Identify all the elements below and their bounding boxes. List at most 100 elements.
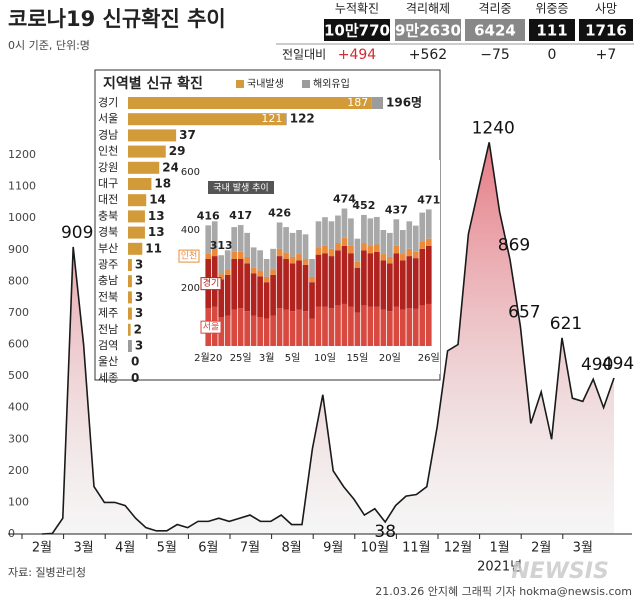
bar-segment	[263, 259, 270, 277]
bar-segment	[283, 259, 289, 310]
bar-segment	[263, 276, 270, 283]
area-fill	[42, 142, 614, 534]
bar-segment	[315, 254, 322, 307]
bar-segment	[412, 251, 419, 259]
bar-segment	[393, 253, 400, 307]
bar-segment	[309, 259, 315, 277]
column-label: 사망	[595, 2, 617, 16]
bar-segment	[250, 247, 257, 268]
x-tick-label: 15일	[346, 352, 368, 364]
x-tick-label: 3월	[73, 541, 93, 556]
bar-segment	[211, 248, 218, 257]
main-chart: 0 100 200 300 400 500 600 700 800 900 1000 1100 1200…	[8, 118, 634, 575]
total-label: 3	[135, 306, 143, 320]
category-label: 전남	[98, 323, 118, 336]
category-label: 충남	[98, 274, 118, 287]
bar-segment	[231, 227, 238, 252]
bar-segment	[380, 260, 387, 310]
bar-segment	[128, 226, 145, 239]
stat-value: 111	[536, 22, 567, 40]
bar-segment	[425, 303, 432, 346]
bar-segment	[296, 309, 302, 346]
bar-segment	[354, 267, 361, 313]
x-tick-label: 7월	[240, 541, 260, 556]
bar-segment	[276, 222, 283, 249]
bar-segment	[276, 256, 283, 309]
value-box	[529, 19, 575, 41]
bar-segment	[309, 318, 315, 346]
stat-value: 1716	[585, 22, 627, 40]
x-tick-label: 11월	[402, 541, 431, 556]
line	[41, 142, 615, 535]
bar-segment	[237, 308, 244, 346]
bar-segment	[315, 306, 322, 346]
bar-segment	[289, 256, 296, 264]
data-label: 1240	[472, 118, 515, 138]
bar-segment	[328, 256, 335, 309]
bar-segment	[341, 303, 348, 346]
x-tick-label: 1월	[489, 541, 509, 556]
segment-label: 187	[347, 96, 368, 109]
series-label: 서울	[203, 322, 220, 333]
bar-segment	[296, 230, 302, 255]
data-label: 869	[498, 236, 530, 256]
bar-segment	[393, 306, 400, 346]
x-tick-label: 25일	[230, 352, 252, 364]
bar-segment	[244, 232, 250, 257]
bar-segment	[354, 312, 361, 346]
bar-segment	[270, 269, 276, 275]
x-tick-label: 10일	[314, 352, 336, 364]
bar-segment	[399, 230, 406, 255]
y-tick-label: 100	[8, 495, 29, 508]
total-label: 2	[134, 322, 142, 336]
bar-segment	[335, 250, 341, 306]
bar-segment	[250, 315, 257, 346]
bar-segment	[399, 254, 406, 261]
bar-segment	[128, 161, 160, 174]
x-tick-label: 8월	[281, 541, 301, 556]
bar-segment	[380, 230, 387, 255]
bar-segment	[296, 260, 302, 310]
category-label: 충북	[98, 209, 118, 222]
bar-segment	[128, 178, 152, 190]
bar-segment	[289, 232, 296, 257]
bar-segment	[285, 113, 287, 126]
bar-segment	[315, 247, 322, 255]
bar-segment	[263, 318, 270, 346]
bar-segment	[302, 259, 309, 265]
legend-swatch	[236, 80, 244, 88]
y-tick-label: 500	[8, 369, 29, 382]
total-label: 122	[290, 112, 315, 126]
bar-segment	[425, 245, 432, 304]
bar-segment	[387, 263, 393, 312]
bar-segment	[283, 309, 289, 346]
data-label: 657	[508, 302, 540, 322]
bar-segment	[341, 237, 348, 246]
x-tick-label: 4월	[115, 541, 135, 556]
bar-segment	[128, 323, 131, 336]
bar-segment	[257, 270, 263, 277]
y-tick-label: 600	[181, 167, 200, 178]
bar-segment	[250, 273, 257, 316]
value-box	[324, 19, 390, 41]
stat-value: 10만770	[324, 22, 390, 40]
category-label: 광주	[98, 258, 118, 271]
x-tick-label: 3월	[259, 352, 275, 364]
value-box	[579, 19, 633, 41]
bar-segment	[348, 306, 354, 346]
category-label: 울산	[98, 355, 118, 368]
x-tick-label: 2월	[32, 541, 52, 556]
bar-segment	[302, 234, 309, 259]
bar-segment	[374, 216, 380, 245]
category-label: 경기	[98, 96, 118, 109]
total-label: 3	[135, 274, 143, 288]
stat-change: 0	[548, 47, 557, 63]
bar-segment	[361, 243, 367, 251]
bar-segment	[387, 256, 393, 264]
bar-segment	[205, 225, 212, 254]
total-label: 426	[268, 206, 291, 219]
y-tick-label: 200	[8, 464, 29, 477]
y-tick-label: 800	[8, 274, 29, 287]
total-label: 11	[145, 241, 162, 255]
